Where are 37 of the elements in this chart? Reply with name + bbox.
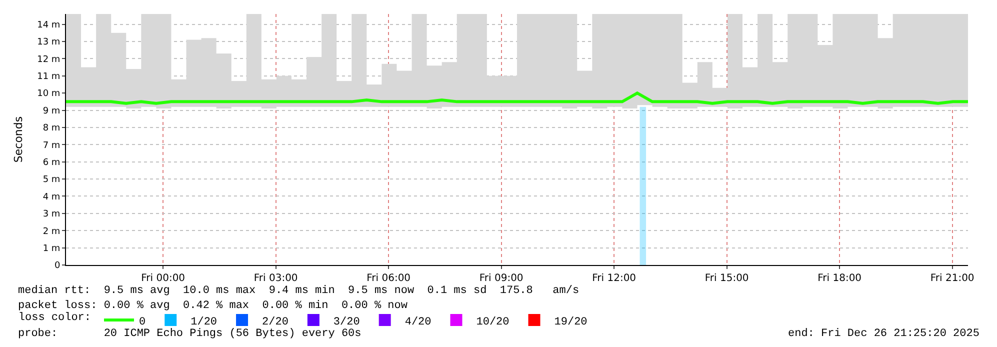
legend-label: 0: [139, 316, 146, 328]
y-tick-label: 9 m: [42, 106, 60, 116]
y-tick-label: 5 m: [42, 175, 60, 186]
legend-label: 2/20: [262, 316, 288, 328]
y-tick-label: 10 m: [37, 89, 60, 100]
x-tick-label: Fri 03:00: [254, 273, 298, 284]
text: packet loss: 0.00 % avg 0.42 % max 0.00 % min 0.00 % now: [18, 300, 408, 312]
y-tick-label: 13 m: [37, 38, 60, 48]
text: median rtt: 9.5 ms avg 10.0 ms max 9.4 ms min 9.5 ms now 0.1 ms sd 175.8 am/s: [18, 285, 580, 297]
y-tick-label: 0: [54, 261, 60, 272]
y-tick-label: 3 m: [42, 210, 60, 220]
x-tick-label: Fri 21:00: [930, 273, 974, 284]
y-tick-label: 4 m: [42, 192, 60, 202]
legend-label: 4/20: [404, 316, 432, 328]
y-tick-label: 6 m: [42, 158, 60, 168]
y-tick-label: 11 m: [37, 72, 60, 82]
legend-label: 1/20: [190, 316, 218, 328]
y-axis-title: Seconds: [12, 116, 25, 163]
y-tick-label: 8 m: [42, 124, 60, 134]
x-tick-label: Fri 15:00: [704, 273, 749, 284]
text: probe: 20 ICMP Echo Pings (56 Bytes) every 60s: [18, 328, 362, 340]
y-tick-label: 14 m: [37, 20, 60, 30]
legend-label: 19/20: [554, 316, 588, 328]
y-tick-label: 1 m: [42, 244, 60, 254]
x-tick-label: Fri 12:00: [592, 273, 636, 284]
text: end: Fri Dec 26 21:25:20 2025: [788, 328, 980, 340]
legend-title: loss color:: [18, 312, 92, 324]
line-series: [66, 92, 968, 105]
x-tick-label: Fri 00:00: [141, 273, 186, 284]
y-tick-label: 12 m: [37, 54, 60, 65]
legend-label: 10/20: [476, 316, 510, 328]
y-tick-label: 2 m: [42, 226, 60, 237]
x-tick-label: Fri 09:00: [479, 273, 524, 284]
x-tick-label: Fri 06:00: [366, 273, 411, 284]
legend-label: 3/20: [333, 316, 360, 328]
x-tick-label: Fri 18:00: [818, 273, 862, 284]
y-tick-label: 7 m: [42, 140, 60, 151]
